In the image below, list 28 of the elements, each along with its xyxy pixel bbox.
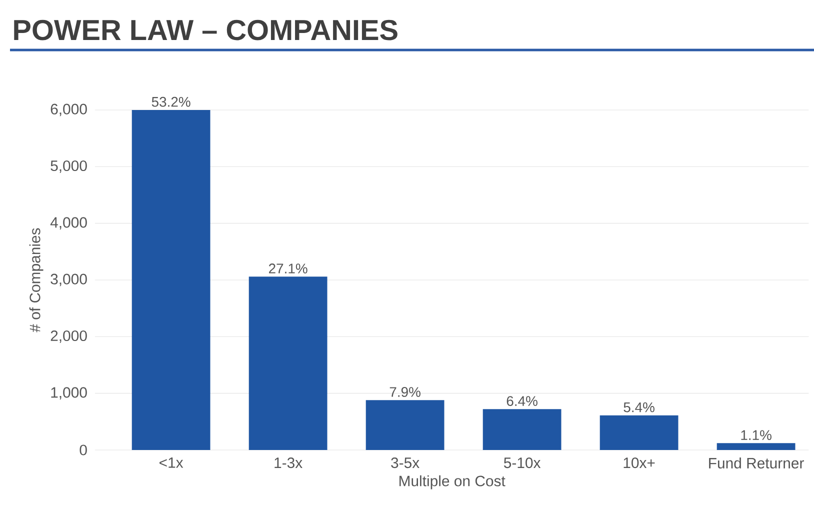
- annotation: 7.9%: [390, 387, 420, 397]
- x-tick-label: 5-10x: [504, 458, 541, 468]
- y-tick-label: 4,000: [50, 217, 87, 230]
- annotation: 1.1%: [741, 430, 772, 440]
- annotation: 53.2%: [152, 96, 190, 107]
- bar: [482, 409, 562, 450]
- x-tick-label: 1-3x: [274, 458, 302, 468]
- x-tick-label: <1x: [160, 458, 184, 468]
- y-tick-label: 5,000: [50, 160, 87, 173]
- x-tick-label: 3-5x: [391, 458, 420, 468]
- annotation: 5.4%: [624, 402, 654, 412]
- bar: [600, 415, 678, 450]
- bar: [716, 443, 796, 450]
- x-tick-label: Fund Returner: [709, 458, 804, 468]
- y-tick-label: 3,000: [50, 274, 87, 286]
- x-axis-title: Multiple on Cost: [400, 475, 506, 490]
- bar: [248, 276, 328, 450]
- y-tick-label: 1,000: [51, 387, 87, 400]
- y-axis-title: # of Companies: [29, 228, 44, 332]
- annotation: 27.1%: [268, 264, 308, 274]
- annotation: 6.4%: [506, 396, 538, 406]
- x-tick-label: 10x+: [624, 458, 655, 468]
- y-tick-label: 2,000: [50, 330, 87, 343]
- bar: [132, 110, 210, 450]
- y-tick-label: 6,000: [50, 104, 87, 116]
- bar: [366, 400, 444, 450]
- chart-title: POWER LAW – COMPANIES: [14, 20, 398, 40]
- y-tick-label: 0: [80, 444, 87, 456]
